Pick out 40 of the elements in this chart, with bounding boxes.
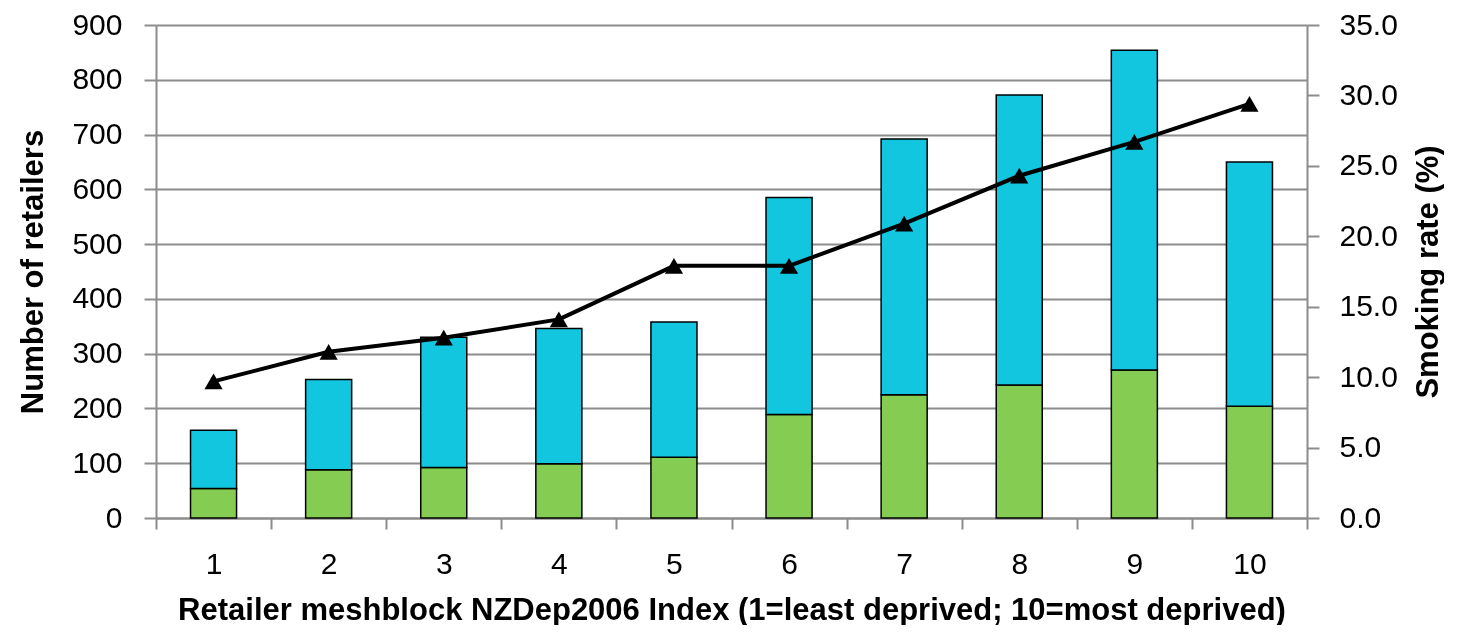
y-tick-label: 200 xyxy=(72,390,123,424)
y2-tick-label: 0.0 xyxy=(1339,500,1382,534)
point xyxy=(664,258,684,274)
y2-axis-title: Smoking rate (%) xyxy=(1409,145,1445,399)
y2-tick-label: 5.0 xyxy=(1339,430,1382,464)
x-tick-label: 7 xyxy=(896,546,913,580)
x-tick-label: 2 xyxy=(320,546,338,580)
y-tick-label: 500 xyxy=(72,226,123,260)
point xyxy=(1010,167,1029,184)
point xyxy=(1125,134,1144,150)
point xyxy=(1240,96,1259,112)
point xyxy=(895,215,914,232)
point xyxy=(779,258,799,274)
y-axis-title: Number of retailers xyxy=(15,129,51,415)
y2-tick-label: 35.0 xyxy=(1339,7,1398,41)
x-tick-label: 8 xyxy=(1011,546,1029,580)
point xyxy=(204,373,223,390)
point xyxy=(319,343,338,360)
y2-tick-label: 30.0 xyxy=(1339,77,1398,111)
y2-tick-label: 10.0 xyxy=(1339,359,1398,393)
y2-tick-label: 15.0 xyxy=(1339,289,1398,323)
y-tick-label: 700 xyxy=(72,117,123,151)
x-tick-label: 1 xyxy=(205,546,223,580)
y-tick-label: 400 xyxy=(72,281,123,315)
x-tick-label: 3 xyxy=(435,546,453,580)
y-tick-label: 100 xyxy=(72,445,123,479)
x-tick-label: 4 xyxy=(551,546,568,580)
point xyxy=(549,311,568,328)
x-tick-label: 10 xyxy=(1233,546,1267,580)
y-tick-label: 800 xyxy=(72,62,123,96)
y-tick-label: 0 xyxy=(105,500,123,534)
y2-tick-label: 25.0 xyxy=(1339,148,1398,182)
x-tick-label: 5 xyxy=(666,546,683,580)
y-tick-label: 900 xyxy=(72,7,123,41)
x-tick-label: 6 xyxy=(781,546,798,580)
y2-tick-label: 20.0 xyxy=(1339,218,1398,252)
y-tick-label: 600 xyxy=(72,171,123,205)
point xyxy=(434,329,453,346)
y-tick-label: 300 xyxy=(72,336,123,370)
x-tick-label: 9 xyxy=(1126,546,1144,580)
